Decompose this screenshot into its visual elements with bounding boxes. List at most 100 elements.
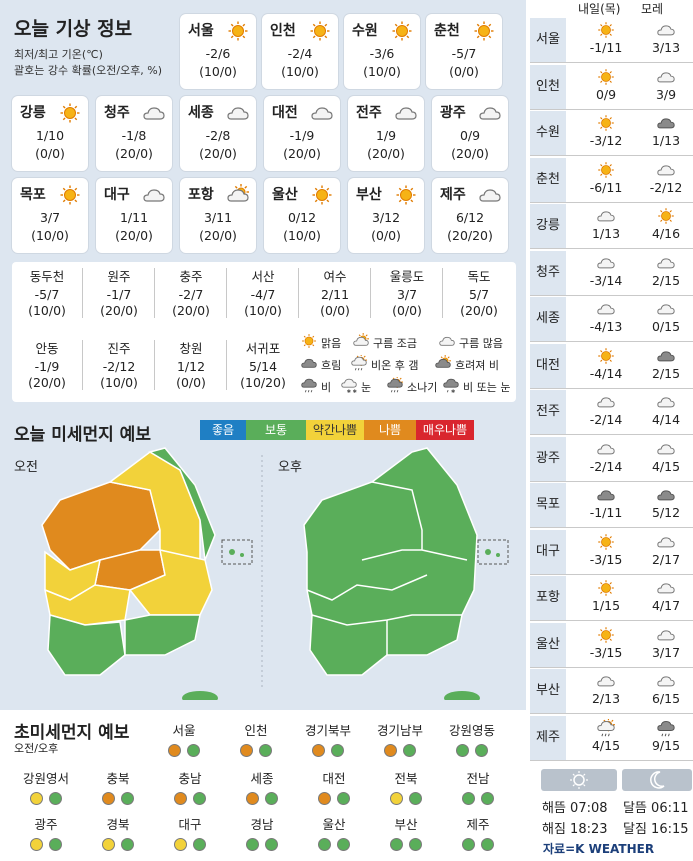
pm-dot — [121, 838, 134, 851]
small-divider — [442, 268, 443, 318]
pm-label: 오후 — [278, 460, 302, 475]
cloud-icon — [438, 333, 456, 352]
small-city-name: 동두천 — [29, 269, 65, 284]
city-name: 수원 — [352, 23, 378, 39]
am-dot — [246, 838, 259, 851]
legend-item-7: ✱ ✱ 눈 — [340, 377, 371, 396]
small-city-temp: 5/14 — [248, 359, 278, 374]
cloud-icon — [142, 184, 166, 206]
am-dot — [246, 792, 259, 805]
snow-icon: ✱ ✱ — [340, 377, 358, 396]
cloud-icon — [656, 672, 676, 690]
small-city-temp: -5/7 — [34, 287, 60, 302]
legend-item-9: ✱ 비 또는 눈 — [442, 377, 510, 396]
sun-cloud-dark-icon — [434, 355, 452, 374]
dust-scale-4: 매우나쁨 — [416, 420, 474, 440]
fine-title: 초미세먼지 예보 — [14, 723, 130, 743]
forecast-temp-after: 3/9 — [655, 86, 677, 102]
small-city-name: 독도 — [467, 269, 491, 284]
moonset: 달짐 16:15 — [623, 822, 689, 837]
cloud-icon — [394, 102, 418, 124]
small-divider — [154, 340, 155, 390]
am-dot — [462, 792, 475, 805]
cloud-dark-icon — [656, 347, 676, 365]
small-city-temp: -2/7 — [178, 287, 204, 302]
rain-note: 괄호는 강수 확률(오전/오후, %) — [14, 64, 163, 77]
cloud-icon — [596, 672, 616, 690]
small-city-name: 여수 — [323, 269, 347, 284]
city-temp: -2/8 — [205, 128, 231, 143]
fine-region-name: 전북 — [394, 771, 418, 786]
fine-region-6: 충북 — [84, 768, 152, 805]
forecast-temp-tomorrow: -3/15 — [589, 644, 623, 660]
forecast-city: 인천 — [530, 64, 566, 109]
cloud-dark-icon — [596, 486, 616, 504]
forecast-city: 전주 — [530, 390, 566, 434]
small-city-2: 충주 -2/7 (20/0) — [156, 266, 226, 318]
forecast-row-4: 강릉 1/13 4/16 — [530, 204, 693, 249]
city-name: 제주 — [440, 187, 466, 203]
forecast-row-0: 서울 -1/11 3/13 — [530, 18, 693, 63]
forecast-city: 대구 — [530, 529, 566, 574]
sun-icon — [596, 533, 616, 551]
forecast-temp-tomorrow: -1/11 — [589, 40, 623, 55]
cloud-icon — [596, 300, 616, 318]
pm-jeju — [444, 691, 480, 700]
city-card-11: 대구 1/11 (20/0) — [96, 178, 172, 253]
cloud-icon — [226, 102, 250, 124]
city-rain: (20/0) — [115, 228, 153, 243]
forecast-city: 청주 — [530, 250, 566, 295]
city-temp: 1/9 — [375, 128, 397, 143]
city-temp: 3/12 — [371, 210, 401, 225]
am-dot — [102, 792, 115, 805]
fine-region-name: 인천 — [244, 723, 268, 738]
pm-dot — [187, 744, 200, 757]
cloud-icon — [596, 254, 616, 272]
small-city-name: 안동 — [35, 341, 59, 356]
cloud-icon — [596, 440, 616, 458]
small-city-0: 동두천 -5/7 (10/0) — [12, 266, 82, 318]
forecast-temp-after: 2/17 — [651, 551, 681, 567]
fine-sub: 오전/오후 — [14, 742, 59, 755]
city-card-7: 대전 -1/9 (20/0) — [264, 96, 340, 171]
fine-region-18: 제주 — [444, 814, 512, 851]
forecast-city: 울산 — [530, 622, 566, 667]
am-dot — [174, 792, 187, 805]
city-name: 대전 — [272, 105, 298, 121]
small-divider — [298, 268, 299, 318]
forecast-temp-tomorrow: -3/14 — [589, 272, 623, 288]
sun-icon — [58, 102, 82, 124]
am-region-gyeongnam — [124, 614, 201, 656]
forecast-row-2: 수원 -3/12 1/13 — [530, 111, 693, 156]
cloud-icon — [478, 102, 502, 124]
forecast-temp-tomorrow: 4/15 — [591, 737, 621, 753]
am-dot — [384, 744, 397, 757]
forecast-temp-after: 4/17 — [651, 598, 681, 613]
cloud-icon — [656, 161, 676, 179]
cloud-icon — [596, 393, 616, 411]
city-name: 인천 — [270, 23, 296, 39]
sun-icon — [596, 114, 616, 132]
city-temp: -2/4 — [287, 46, 313, 61]
sunset: 해짐 18:23 — [542, 822, 608, 837]
fine-region-name: 대전 — [322, 771, 346, 786]
legend-label: 흐려져 비 — [455, 358, 499, 372]
fine-region-5: 강원영서 — [12, 768, 80, 805]
city-temp: 3/11 — [203, 210, 233, 225]
forecast-temp-tomorrow: -2/14 — [589, 458, 623, 474]
legend-item-1: 구름 조금 — [352, 333, 417, 352]
cloud-icon — [656, 300, 676, 318]
am-ulleung-box — [221, 539, 253, 565]
city-card-13: 울산 0/12 (10/0) — [264, 178, 340, 253]
legend-label: 소나기 — [407, 380, 438, 394]
am-dot — [318, 792, 331, 805]
sun-icon — [226, 20, 250, 42]
city-card-1: 인천 -2/4 (10/0) — [262, 14, 338, 89]
city-card-6: 세종 -2/8 (20/0) — [180, 96, 256, 171]
city-rain: (20/0) — [199, 228, 237, 243]
sun-box — [541, 769, 617, 791]
pm-dot — [337, 792, 350, 805]
city-temp: 0/9 — [459, 128, 481, 143]
city-card-3: 춘천 -5/7 (0/0) — [426, 14, 502, 89]
pm-dot — [193, 838, 206, 851]
